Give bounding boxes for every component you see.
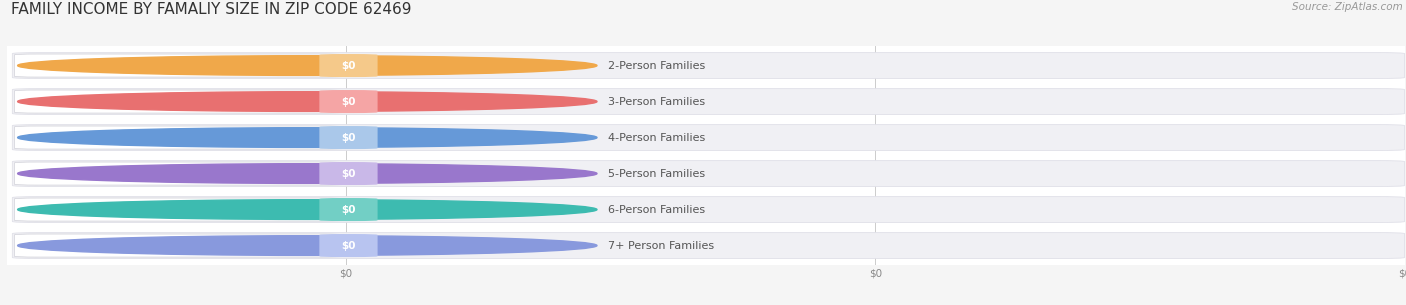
Text: 2-Person Families: 2-Person Families (607, 61, 704, 70)
Text: $0: $0 (342, 61, 356, 70)
Circle shape (18, 164, 598, 183)
Text: 5-Person Families: 5-Person Families (607, 169, 704, 178)
FancyBboxPatch shape (14, 198, 343, 221)
FancyBboxPatch shape (13, 124, 1405, 150)
FancyBboxPatch shape (13, 52, 1405, 78)
Circle shape (18, 128, 598, 147)
FancyBboxPatch shape (319, 54, 378, 77)
Text: $0: $0 (342, 241, 356, 250)
Circle shape (18, 236, 598, 255)
Text: Source: ZipAtlas.com: Source: ZipAtlas.com (1292, 2, 1403, 12)
Text: 4-Person Families: 4-Person Families (607, 133, 704, 142)
FancyBboxPatch shape (14, 162, 343, 185)
FancyBboxPatch shape (319, 234, 378, 257)
Text: FAMILY INCOME BY FAMALIY SIZE IN ZIP CODE 62469: FAMILY INCOME BY FAMALIY SIZE IN ZIP COD… (11, 2, 412, 16)
Text: $0: $0 (342, 133, 356, 142)
Text: 3-Person Families: 3-Person Families (607, 97, 704, 106)
FancyBboxPatch shape (14, 234, 343, 257)
FancyBboxPatch shape (14, 126, 343, 149)
Circle shape (18, 92, 598, 111)
FancyBboxPatch shape (13, 197, 1405, 223)
FancyBboxPatch shape (319, 90, 378, 113)
FancyBboxPatch shape (13, 88, 1405, 114)
Text: $0: $0 (342, 205, 356, 214)
FancyBboxPatch shape (13, 233, 1405, 259)
FancyBboxPatch shape (14, 90, 343, 113)
Text: 7+ Person Families: 7+ Person Families (607, 241, 714, 250)
FancyBboxPatch shape (319, 198, 378, 221)
Text: $0: $0 (342, 169, 356, 178)
FancyBboxPatch shape (319, 162, 378, 185)
FancyBboxPatch shape (13, 161, 1405, 187)
FancyBboxPatch shape (319, 126, 378, 149)
FancyBboxPatch shape (14, 54, 343, 77)
Text: 6-Person Families: 6-Person Families (607, 205, 704, 214)
Circle shape (18, 56, 598, 75)
Text: $0: $0 (342, 97, 356, 106)
Circle shape (18, 200, 598, 219)
